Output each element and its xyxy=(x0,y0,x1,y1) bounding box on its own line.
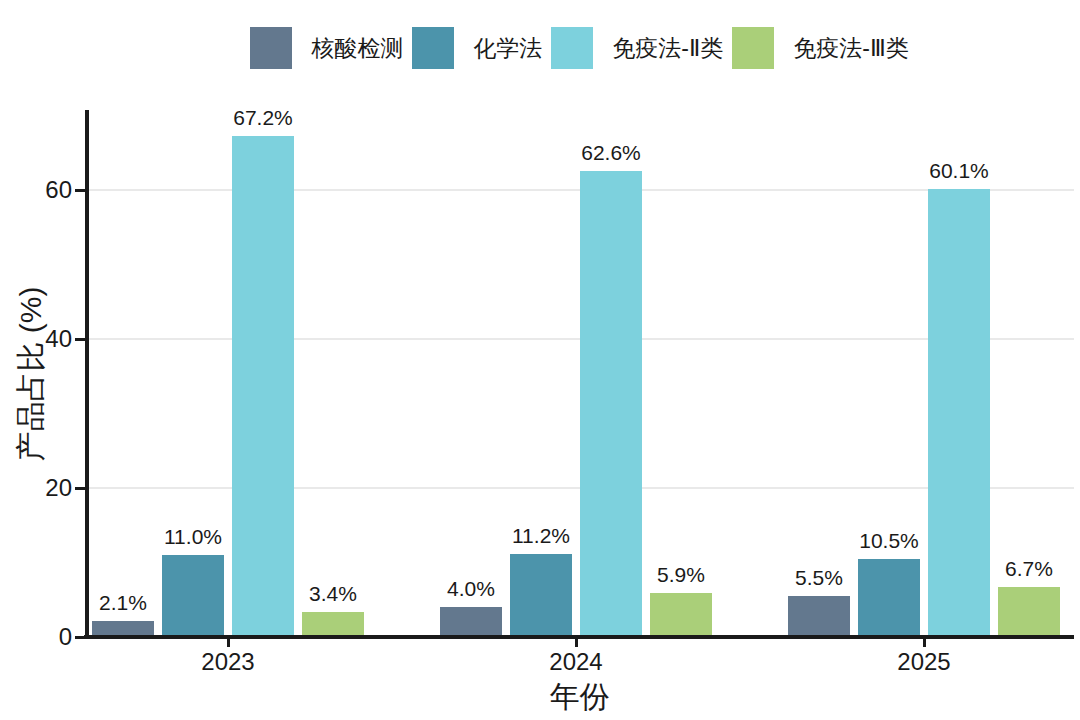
x-tick-label: 2025 xyxy=(854,648,994,676)
legend-swatch-1 xyxy=(412,27,454,69)
bar-2025-3 xyxy=(998,587,1060,637)
x-tick-2025 xyxy=(923,639,926,647)
y-axis-title: 产品占比 (%) xyxy=(14,287,48,462)
legend: 核酸检测 化学法 免疫法-Ⅱ类 免疫法-Ⅲ类 xyxy=(85,27,1074,69)
bar-2024-3 xyxy=(650,593,712,637)
bar-value-label: 11.0% xyxy=(143,525,243,549)
bar-2024-1 xyxy=(510,554,572,637)
y-tick-label: 0 xyxy=(20,622,72,652)
legend-label-2: 免疫法-Ⅱ类 xyxy=(612,27,723,69)
legend-label-1: 化学法 xyxy=(473,27,542,69)
y-tick-60 xyxy=(75,189,85,192)
x-tick-label: 2023 xyxy=(158,648,298,676)
bar-value-label: 4.0% xyxy=(421,577,521,601)
bar-2023-3 xyxy=(302,612,364,637)
legend-label-3: 免疫法-Ⅲ类 xyxy=(793,27,909,69)
bar-2024-0 xyxy=(440,607,502,637)
y-tick-40 xyxy=(75,338,85,341)
legend-item-0: 核酸检测 xyxy=(250,27,403,69)
bar-value-label: 60.1% xyxy=(909,159,1009,183)
x-tick-label: 2024 xyxy=(506,648,646,676)
x-tick-2024 xyxy=(575,639,578,647)
bar-value-label: 5.9% xyxy=(631,563,731,587)
bar-chart-figure: 核酸检测化学法免疫法-Ⅱ类免疫法-Ⅲ类 2.1%4.0%5.5%11.0%11.… xyxy=(0,0,1080,720)
legend-item-1: 化学法 xyxy=(412,27,542,69)
legend-swatch-3 xyxy=(732,27,774,69)
bar-2023-2 xyxy=(232,136,294,637)
bar-value-label: 11.2% xyxy=(491,524,591,548)
x-axis-line xyxy=(84,635,1074,639)
legend-item-3: 免疫法-Ⅲ类 xyxy=(732,27,909,69)
bar-value-label: 5.5% xyxy=(769,566,869,590)
y-tick-label: 60 xyxy=(20,175,72,205)
y-tick-0 xyxy=(75,636,85,639)
legend-item-2: 免疫法-Ⅱ类 xyxy=(551,27,723,69)
y-axis-line xyxy=(85,110,89,639)
bar-2025-1 xyxy=(858,559,920,637)
bar-value-label: 67.2% xyxy=(213,106,313,130)
bar-value-label: 10.5% xyxy=(839,529,939,553)
bar-2025-0 xyxy=(788,596,850,637)
y-tick-20 xyxy=(75,487,85,490)
legend-swatch-0 xyxy=(250,27,292,69)
bar-2023-1 xyxy=(162,555,224,637)
bar-value-label: 62.6% xyxy=(561,141,661,165)
y-tick-label: 20 xyxy=(20,473,72,503)
x-axis-title: 年份 xyxy=(85,680,1074,714)
bar-value-label: 6.7% xyxy=(979,557,1079,581)
bar-value-label: 3.4% xyxy=(283,582,383,606)
x-tick-2023 xyxy=(227,639,230,647)
legend-label-0: 核酸检测 xyxy=(311,27,403,69)
legend-swatch-2 xyxy=(551,27,593,69)
